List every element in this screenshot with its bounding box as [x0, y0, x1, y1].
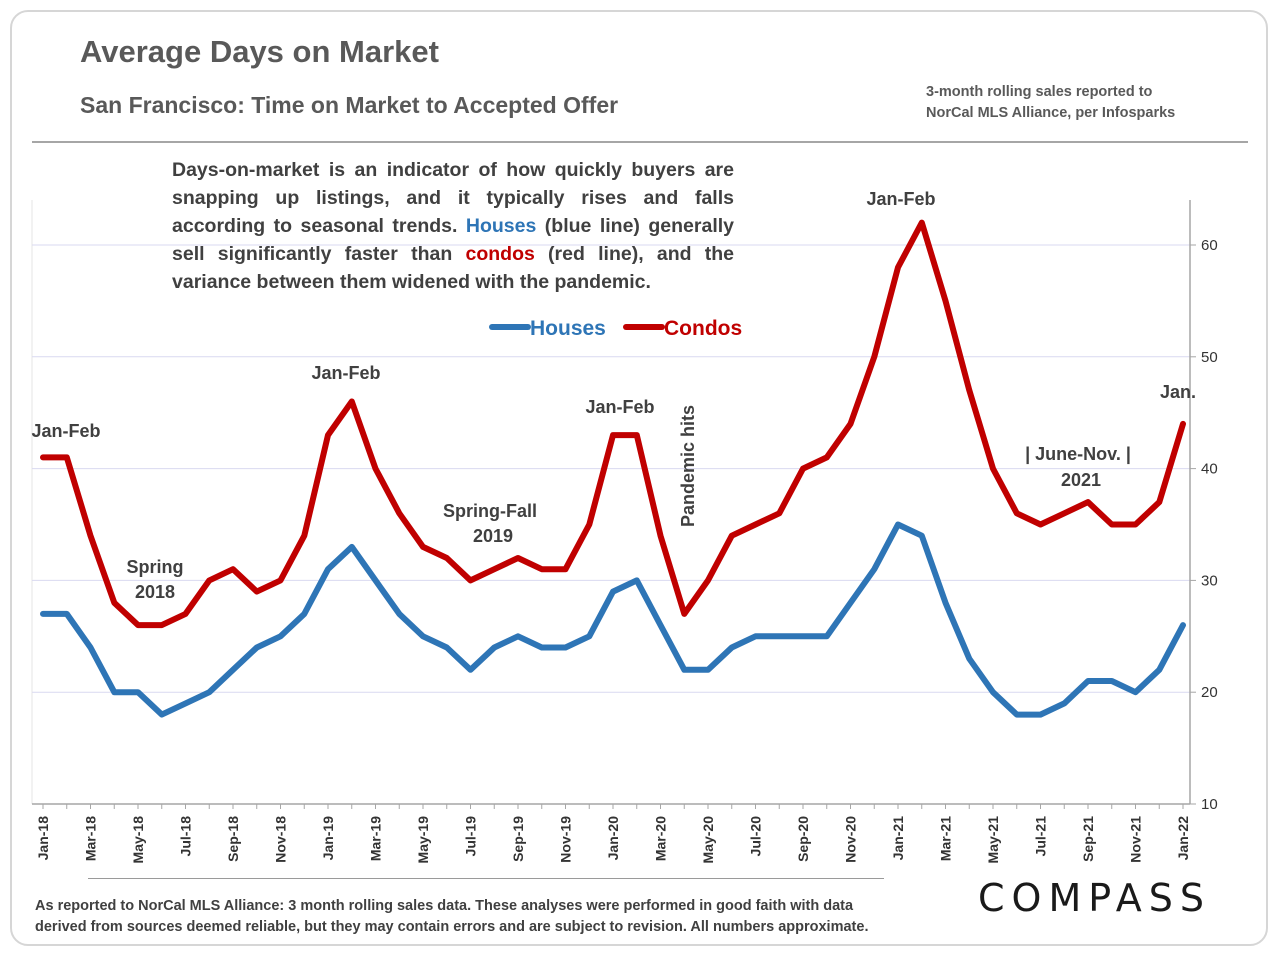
chart-card: [10, 10, 1268, 946]
annotation-label: Spring: [127, 557, 184, 577]
annotation-label: | June-Nov. |: [1025, 444, 1131, 464]
x-tick-label: Jul-20: [748, 816, 764, 857]
x-tick-label: Sep-21: [1080, 816, 1096, 862]
x-tick-label: Mar-20: [653, 816, 669, 861]
compass-logo: COMPASS: [978, 876, 1211, 920]
x-tick-label: Mar-21: [938, 816, 954, 861]
footer-line-1: As reported to NorCal MLS Alliance: 3 mo…: [35, 898, 854, 914]
annotation-label: Jan-Feb: [311, 363, 380, 383]
x-tick-label: Jan-21: [890, 816, 906, 861]
x-tick-label: Jan-20: [605, 816, 621, 861]
x-tick-label: Sep-19: [510, 816, 526, 862]
annotation-label: 2019: [473, 526, 513, 546]
annotation-label: Jan-Feb: [31, 421, 100, 441]
x-tick-label: Nov-18: [273, 816, 289, 863]
y-tick-label: 40: [1201, 461, 1218, 478]
source-line-1: 3-month rolling sales reported to: [926, 84, 1153, 100]
y-tick-label: 10: [1201, 796, 1218, 813]
x-tick-label: Nov-20: [843, 816, 859, 863]
x-tick-label: May-20: [700, 816, 716, 864]
annotation-label: Jan-Feb: [866, 189, 935, 209]
header-divider: [32, 141, 1248, 143]
chart-subtitle: San Francisco: Time on Market to Accepte…: [80, 92, 619, 118]
x-tick-label: Jul-19: [463, 816, 479, 857]
annotation-label: 2018: [135, 582, 175, 602]
legend-label-condos: Condos: [664, 317, 742, 340]
description-part-3: (red line), and the variance between the…: [172, 243, 734, 293]
source-note: 3-month rolling sales reported to NorCal…: [926, 82, 1175, 124]
y-tick-label: 20: [1201, 684, 1218, 701]
x-tick-label: Jan-18: [35, 816, 51, 861]
description-text: Days-on-market is an indicator of how qu…: [172, 156, 734, 296]
series-line-condos: [40, 219, 1186, 629]
x-tick-label: Jan-19: [320, 816, 336, 861]
source-line-2: NorCal MLS Alliance, per Infosparks: [926, 105, 1176, 121]
annotation-label: 2021: [1061, 470, 1101, 490]
x-tick-label: Mar-19: [368, 816, 384, 861]
description-part-2: (blue line) generally sell significantly…: [172, 215, 734, 265]
chart-title: Average Days on Market: [80, 34, 439, 69]
annotation-label: Jan-Feb: [585, 397, 654, 417]
footer-line-2: derived from sources deemed reliable, bu…: [35, 919, 869, 935]
x-tick-label: Nov-21: [1128, 816, 1144, 863]
x-tick-label: Mar-18: [83, 816, 99, 861]
condos-word: condos: [465, 243, 535, 265]
legend-label-houses: Houses: [530, 317, 606, 340]
description-part-1: Days-on-market is an indicator of how qu…: [172, 159, 734, 237]
y-tick-label: 60: [1201, 237, 1218, 254]
annotation-label: Spring-Fall: [443, 501, 537, 521]
x-tick-label: May-18: [130, 816, 146, 864]
footer-divider: [88, 878, 884, 879]
x-tick-label: Jul-21: [1033, 816, 1049, 857]
x-tick-label: Nov-19: [558, 816, 574, 863]
houses-word: Houses: [465, 215, 537, 237]
annotation-label: Pandemic hits: [678, 405, 698, 527]
y-tick-label: 30: [1201, 572, 1218, 589]
x-tick-label: Sep-20: [795, 816, 811, 862]
x-tick-label: May-19: [415, 816, 431, 864]
series-line-houses: [40, 521, 1186, 718]
x-tick-label: May-21: [985, 816, 1001, 864]
x-tick-label: Jul-18: [178, 816, 194, 857]
x-tick-label: Sep-18: [225, 816, 241, 862]
annotation-label: Jan.: [1160, 382, 1196, 402]
footer-disclaimer: As reported to NorCal MLS Alliance: 3 mo…: [35, 896, 868, 938]
x-tick-label: Jan-22: [1175, 816, 1191, 861]
y-tick-label: 50: [1201, 349, 1218, 366]
